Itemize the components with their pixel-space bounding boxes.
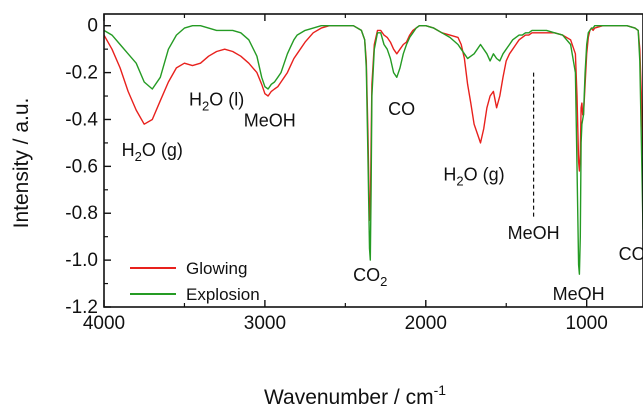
annotation-h2o-g-left: H2O (g) [122,140,183,164]
x-axis-label-main: Wavenumber / cm [264,386,434,409]
annotation-h2o-g-right: H2O (g) [443,164,504,188]
annotation-meoh-right: MeOH [553,284,605,304]
y-tick-label: 0 [87,16,98,37]
y-tick-label: -1.0 [65,250,98,271]
legend: Glowing Explosion [130,259,260,304]
legend-label-explosion: Explosion [186,285,260,304]
y-tick-label: -0.4 [65,109,98,130]
plot-frame [103,13,643,308]
x-tick-label: 2000 [405,313,447,334]
series-line-explosion [104,25,643,275]
annotation-h2o-l: H2O (l) [189,89,244,113]
annotation-meoh-left: MeOH [244,111,296,131]
x-axis-label: Wavenumber / cm-1 [264,382,446,409]
y-tick-label: -0.8 [65,203,98,224]
y-tick-label: -0.2 [65,63,98,84]
y-tick-label: -1.2 [65,297,98,318]
annotation-meoh-dashed: MeOH [508,223,560,243]
annotation-co: CO [388,99,415,119]
y-tick-label: -0.6 [65,156,98,177]
y-axis-label: Intensity / a.u. [10,98,33,229]
series-layer [104,25,643,275]
legend-label-glowing: Glowing [186,259,247,278]
annotation-co2-right: CO2 [619,244,643,268]
annotation-co2-left: CO2 [353,265,387,289]
x-tick-label: 3000 [244,313,286,334]
axes-layer: 4000 3000 2000 1000 0 -0.2 -0.4 -0.6 -0.8 -1.0 -1.… [65,14,608,334]
x-axis-label-exponent: -1 [434,382,447,398]
x-tick-label: 4000 [83,313,125,334]
x-tick-label: 1000 [566,313,608,334]
